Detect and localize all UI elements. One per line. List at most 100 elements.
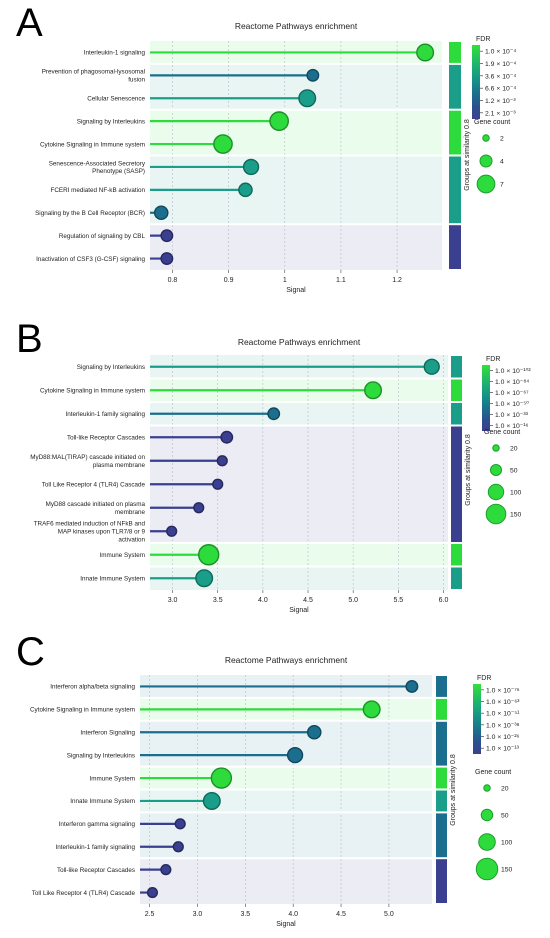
fdr-label: 3.6 × 10⁻⁴ bbox=[485, 73, 516, 80]
lollipop-dot bbox=[153, 205, 169, 221]
groups-axis-label: Groups at similarity 0.8 bbox=[450, 754, 457, 826]
x-axis-label: Signal bbox=[286, 287, 306, 294]
lollipop-dot bbox=[213, 134, 233, 154]
gene-count-label: 50 bbox=[510, 468, 518, 475]
fdr-colorbar bbox=[473, 684, 481, 754]
gene-count-label: 100 bbox=[501, 840, 513, 847]
group-color-bar bbox=[436, 676, 447, 697]
x-axis-label: Signal bbox=[289, 607, 309, 614]
lollipop-dot bbox=[197, 544, 220, 566]
fdr-label: 1.0 × 10⁻⁶⁷ bbox=[495, 390, 529, 397]
group-color-bar bbox=[449, 110, 461, 155]
gene-count-label: 4 bbox=[500, 159, 504, 166]
x-tick-label: 3.5 bbox=[213, 597, 223, 604]
row-label: Regulation of signaling by CBL bbox=[59, 233, 146, 240]
gene-count-dot bbox=[492, 444, 500, 452]
fdr-label: 1.0 × 10⁻¹⁶ bbox=[495, 423, 529, 430]
group-color-bar bbox=[451, 544, 462, 566]
lollipop-dot bbox=[193, 502, 205, 514]
row-label: Cytokine Signaling in Immune system bbox=[40, 387, 145, 394]
lollipop-dot bbox=[174, 818, 186, 830]
lollipop-dot bbox=[160, 864, 172, 876]
row-label: Prevention of phagosomal-lysosomal fusion bbox=[42, 69, 146, 84]
row-label: Cytokine Signaling in Immune system bbox=[40, 141, 145, 148]
lollipop-dot bbox=[362, 700, 381, 719]
row-label: MyD88 cascade initiated on plasma membran… bbox=[46, 501, 146, 516]
lollipop-dot bbox=[423, 358, 440, 375]
gene-count-dot bbox=[483, 784, 491, 792]
gene-count-dot bbox=[475, 857, 499, 881]
lollipop-dot bbox=[172, 841, 184, 853]
lollipop-dot bbox=[364, 381, 383, 400]
fdr-label: 1.0 × 10⁻³⁸ bbox=[486, 722, 520, 729]
x-tick-label: 1.2 bbox=[392, 277, 402, 284]
chart-title: Reactome Pathways enrichment bbox=[235, 21, 358, 31]
group-color-bar bbox=[449, 64, 461, 109]
lollipop-dot bbox=[298, 89, 317, 108]
gene-count-dot bbox=[482, 134, 490, 142]
row-label: Immune System bbox=[100, 552, 146, 559]
fdr-label: 1.0 × 10⁻³³ bbox=[495, 412, 529, 419]
lollipop-dot bbox=[146, 886, 159, 899]
gene-count-dot bbox=[480, 808, 494, 822]
panel-letter: C bbox=[16, 630, 45, 674]
lollipop-dot bbox=[216, 455, 228, 467]
lollipop-dot bbox=[269, 111, 290, 131]
x-tick-label: 2.5 bbox=[145, 911, 155, 918]
x-tick-label: 5.0 bbox=[348, 597, 358, 604]
x-tick-label: 4.0 bbox=[288, 911, 298, 918]
x-tick-label: 3.0 bbox=[193, 911, 203, 918]
group-color-bar bbox=[436, 790, 447, 812]
x-tick-label: 6.0 bbox=[439, 597, 449, 604]
x-tick-label: 0.9 bbox=[224, 277, 234, 284]
fdr-label: 2.1 × 10⁻³ bbox=[485, 110, 516, 117]
row-label: Inactivation of CSF3 (G-CSF) signaling bbox=[36, 256, 145, 263]
fdr-colorbar bbox=[472, 45, 480, 119]
row-label: Cytokine Signaling in Immune system bbox=[30, 707, 135, 714]
lollipop-dot bbox=[306, 724, 322, 740]
group-color-bar bbox=[449, 225, 461, 269]
fdr-label: 1.0 × 10⁻²⁶ bbox=[486, 734, 520, 741]
x-tick-label: 5.0 bbox=[384, 911, 394, 918]
fdr-colorbar bbox=[482, 365, 490, 431]
row-label: Interleukin-1 family signaling bbox=[66, 411, 146, 418]
fdr-label: 1.0 × 10⁻⁸⁴ bbox=[495, 379, 529, 386]
lollipop-dot bbox=[267, 407, 281, 421]
row-label: Innate Immune System bbox=[70, 798, 135, 805]
fdr-legend-title: FDR bbox=[477, 675, 491, 682]
lollipop-dot bbox=[160, 229, 174, 243]
row-label: Signaling by Interleukins bbox=[77, 364, 145, 371]
fdr-label: 1.0 × 10⁻⁴ bbox=[485, 49, 516, 56]
row-label: Signaling by Interleukins bbox=[77, 118, 145, 125]
row-label: MyD88:MAL(TIRAP) cascade initiated on pla… bbox=[30, 454, 145, 469]
gene-count-label: 2 bbox=[500, 136, 504, 143]
lollipop-dot bbox=[195, 569, 214, 588]
group-color-bar bbox=[436, 698, 447, 720]
group-band bbox=[140, 720, 432, 767]
gene-count-label: 50 bbox=[501, 813, 509, 820]
group-color-bar bbox=[451, 356, 462, 378]
row-label: Immune System bbox=[90, 775, 136, 782]
lollipop-dot bbox=[238, 182, 253, 198]
row-label: Toll-like Receptor Cascades bbox=[57, 867, 135, 874]
lollipop-dot bbox=[405, 680, 419, 693]
group-band bbox=[140, 858, 432, 904]
lollipop-dot bbox=[210, 767, 233, 789]
gene-count-title: Gene count bbox=[484, 429, 520, 436]
x-tick-label: 4.0 bbox=[258, 597, 268, 604]
gene-count-title: Gene count bbox=[474, 119, 510, 126]
group-color-bar bbox=[451, 426, 462, 542]
group-color-bar bbox=[436, 767, 447, 789]
group-band bbox=[140, 812, 432, 859]
gene-count-label: 150 bbox=[501, 867, 513, 874]
fdr-label: 6.6 × 10⁻⁴ bbox=[485, 86, 516, 93]
fdr-label: 1.0 × 10⁻⁷⁶ bbox=[486, 687, 520, 694]
group-color-bar bbox=[451, 379, 462, 401]
lollipop-dot bbox=[166, 525, 178, 537]
groups-axis-label: Groups at similarity 0.8 bbox=[464, 119, 471, 191]
fdr-label: 1.0 × 10⁻⁶³ bbox=[486, 699, 520, 706]
x-tick-label: 3.5 bbox=[240, 911, 250, 918]
gene-count-dot bbox=[485, 503, 507, 525]
fdr-label: 1.0 × 10⁻⁵¹ bbox=[486, 711, 520, 718]
